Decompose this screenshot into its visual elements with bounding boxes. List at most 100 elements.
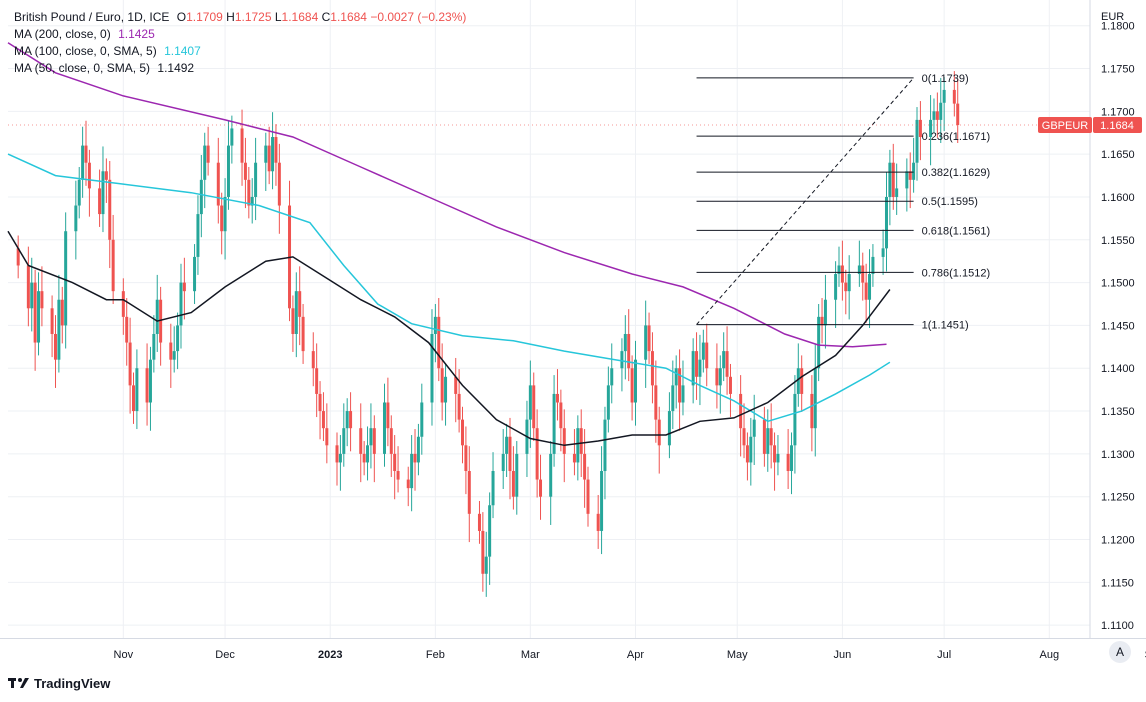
candle-body: [905, 171, 909, 189]
x-tick-label: Dec: [215, 649, 235, 661]
candle-body: [491, 471, 495, 506]
candle-body: [335, 445, 339, 463]
candle-body: [535, 428, 539, 480]
ohlc-close-value: 1.1684: [330, 10, 367, 24]
candle-body: [203, 145, 207, 180]
y-tick-label: 1.1600: [1101, 192, 1135, 204]
moving-averages: [7, 42, 891, 447]
candle-body: [101, 171, 105, 215]
candle-body: [952, 89, 956, 104]
candle-body: [464, 445, 468, 472]
candle-body: [572, 453, 576, 463]
ma100-label: MA (100, close, 0, SMA, 5): [14, 44, 157, 58]
candle-body: [678, 368, 682, 403]
y-tick-label: 1.1350: [1101, 406, 1135, 418]
candle-body: [579, 428, 583, 454]
candle-body: [393, 453, 397, 472]
x-tick-label: May: [727, 649, 748, 661]
candle-body: [776, 453, 780, 463]
ma50-label: MA (50, close, 0, SMA, 5): [14, 61, 151, 75]
candle-body: [844, 282, 848, 292]
candle-body: [362, 453, 366, 463]
candle-body: [40, 291, 44, 309]
candle-body: [695, 351, 699, 377]
candle-body: [749, 436, 753, 463]
candle-body: [382, 402, 386, 454]
candle-body: [715, 368, 719, 386]
ohlc-low-value: 1.1684: [281, 10, 319, 24]
candle-body: [182, 282, 186, 292]
candle-body: [630, 368, 634, 403]
candle-body: [752, 419, 756, 437]
candle-body: [539, 479, 543, 497]
candle-body: [576, 428, 580, 463]
candle-body: [912, 162, 916, 180]
candle-body: [881, 248, 885, 257]
candle-body: [366, 445, 370, 463]
candle-body: [552, 393, 556, 454]
last-price-label: 1.1684: [1100, 120, 1134, 132]
candle-body: [793, 393, 797, 446]
candle-body: [250, 196, 254, 206]
fib-level-label: 0(1.1739): [922, 73, 969, 85]
candle-body: [796, 368, 800, 394]
candle-body: [817, 316, 821, 369]
candle-body: [440, 368, 444, 403]
ma200-label: MA (200, close, 0): [14, 27, 111, 41]
candle-body: [908, 171, 912, 180]
candle-body: [477, 513, 481, 531]
legend-ma200-row[interactable]: MA (200, close, 0) 1.1425: [14, 26, 466, 43]
fib-level-label: 0.382(1.1629): [922, 167, 991, 179]
legend-ma50-row[interactable]: MA (50, close, 0, SMA, 5) 1.1492: [14, 60, 466, 77]
candle-body: [810, 393, 814, 429]
candle-body: [318, 393, 322, 412]
candle-body: [274, 137, 278, 163]
ohlc-low-key: L: [274, 10, 282, 24]
candle-body: [461, 419, 465, 446]
candle-body: [847, 274, 851, 292]
candle-body: [84, 145, 88, 163]
candle-body: [152, 333, 156, 360]
candle-body: [895, 188, 899, 197]
candle-body: [437, 316, 441, 369]
candle-body: [87, 162, 91, 189]
candle-body: [60, 299, 64, 326]
candle-body: [773, 445, 777, 463]
candle-body: [932, 111, 936, 120]
legend-ma100-row[interactable]: MA (100, close, 0, SMA, 5) 1.1407: [14, 43, 466, 60]
candle-body: [667, 411, 671, 446]
auto-scale-button[interactable]: A: [1109, 641, 1131, 663]
candle-body: [623, 333, 627, 352]
candlesticks: [16, 71, 960, 597]
candle-body: [644, 325, 648, 360]
ma50-line: [7, 230, 891, 447]
candle-body: [671, 385, 675, 412]
candle-body: [359, 428, 363, 454]
candle-body: [647, 325, 651, 352]
x-tick-label: Jun: [834, 649, 852, 661]
x-tick-label: Feb: [426, 649, 445, 661]
candle-body: [800, 368, 804, 394]
candle-body: [555, 393, 559, 403]
candle-body: [135, 368, 139, 412]
candle-body: [98, 188, 102, 215]
ohlc-high-value: 1.1725: [234, 10, 272, 24]
candle-body: [501, 453, 505, 472]
candle-body: [342, 428, 346, 454]
candle-body: [33, 282, 37, 343]
candle-body: [148, 359, 152, 403]
footer-brand[interactable]: TradingView: [8, 676, 110, 691]
ma200-line: [7, 42, 887, 348]
candle-body: [762, 419, 766, 454]
candle-body: [657, 419, 661, 446]
candle-body: [125, 316, 129, 343]
candle-body: [837, 265, 841, 275]
candle-body: [583, 453, 587, 480]
candle-body: [790, 445, 794, 472]
candle-body: [701, 342, 705, 360]
candle-body: [627, 333, 631, 369]
candle-body: [406, 479, 410, 489]
price-change: −0.0027 (−0.23%): [370, 10, 467, 24]
candle-body: [549, 453, 553, 497]
